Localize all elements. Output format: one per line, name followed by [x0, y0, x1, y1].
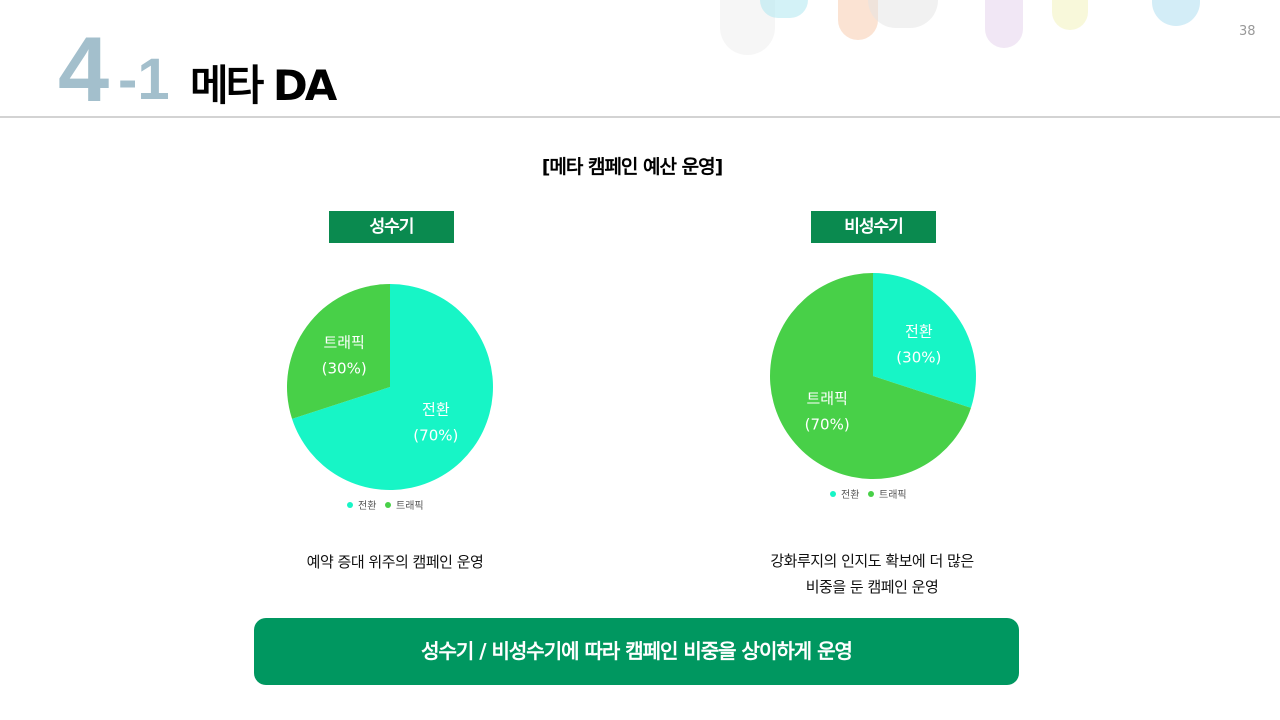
page-title: 메타 DA	[190, 61, 337, 110]
description-line: 강화루지의 인지도 확보에 더 많은	[770, 552, 974, 570]
section-number: 4	[58, 19, 109, 121]
legend-marker	[385, 502, 391, 508]
decoration	[985, 0, 1023, 48]
legend-marker	[868, 491, 874, 497]
slide-subtitle: [메타 캠페인 예산 운영]	[541, 156, 724, 178]
slice-label: 전환	[422, 400, 450, 418]
decoration	[868, 0, 938, 28]
legend-label: 전환	[841, 489, 859, 501]
header-divider	[0, 116, 1280, 118]
slice-label: 전환	[905, 323, 933, 341]
off-season-pie: 전환(30%)트래픽(70%)전환 트래픽	[770, 273, 976, 501]
peak-season-pie: 전환(70%)트래픽(30%)전환 트래픽	[287, 284, 493, 512]
slice-value-label: (70%)	[413, 426, 458, 444]
slice-label: 트래픽	[806, 389, 847, 407]
pie-slice-트래픽	[770, 273, 971, 479]
slice-label: 트래픽	[323, 334, 364, 352]
legend-marker	[347, 502, 353, 508]
off-season-description: 강화루지의 인지도 확보에 더 많은 비중을 둔 캠페인 운영	[722, 548, 1022, 600]
off-season-tag: 비성수기	[811, 211, 936, 243]
peak-season-description: 예약 증대 위주의 캠페인 운영	[306, 553, 484, 571]
description-line: 비중을 둔 캠페인 운영	[805, 578, 939, 596]
pie-slice-전환	[873, 273, 976, 408]
peak-season-tag: 성수기	[329, 211, 454, 243]
slice-value-label: (30%)	[896, 349, 941, 367]
legend-label: 전환	[358, 500, 376, 512]
legend-marker	[830, 491, 836, 497]
legend-label: 트래픽	[396, 500, 424, 512]
decoration	[760, 0, 808, 18]
decoration	[1152, 0, 1200, 26]
slice-value-label: (70%)	[805, 415, 850, 433]
pie-slice-전환	[292, 284, 493, 490]
pie-slice-트래픽	[287, 284, 390, 419]
section-sub-number: -1	[118, 47, 170, 112]
legend-label: 트래픽	[879, 489, 907, 501]
decoration	[1052, 0, 1088, 30]
page-number: 38	[1239, 24, 1256, 39]
summary-banner: 성수기 / 비성수기에 따라 캠페인 비중을 상이하게 운영	[254, 618, 1019, 685]
slice-value-label: (30%)	[322, 360, 367, 378]
